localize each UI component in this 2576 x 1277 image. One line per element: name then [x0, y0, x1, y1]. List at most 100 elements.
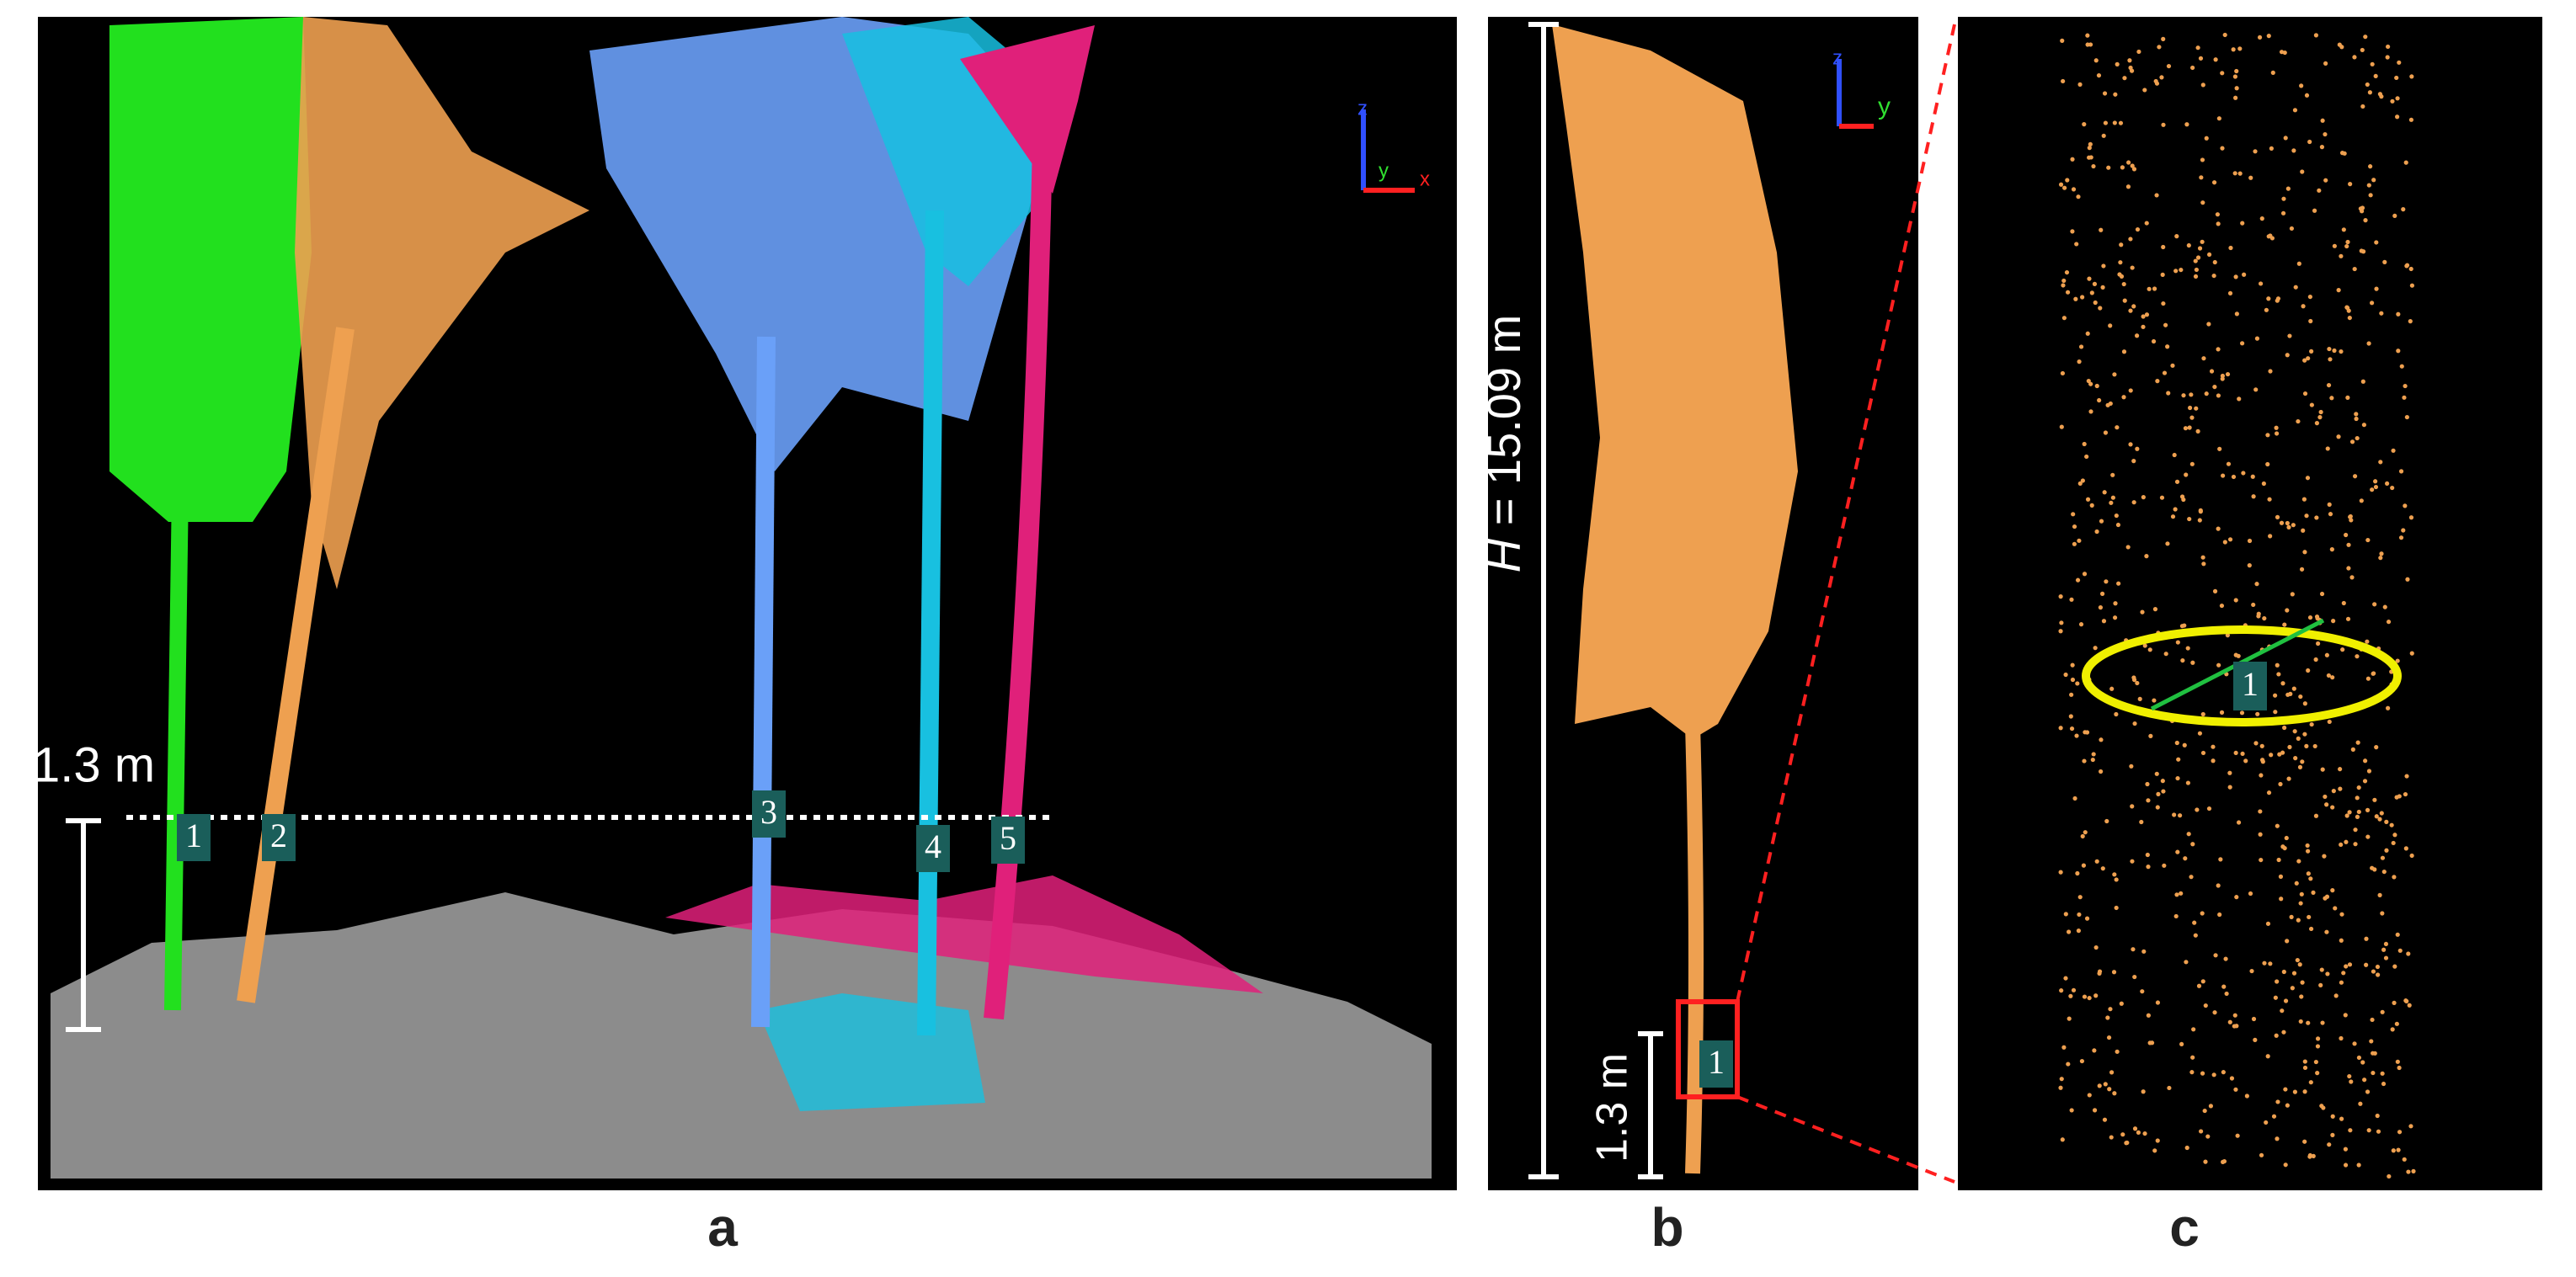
- stem-label-box: [752, 790, 786, 838]
- cyan-stem: [917, 210, 944, 1036]
- point: [2403, 160, 2408, 165]
- point: [2093, 58, 2099, 63]
- point: [2248, 891, 2253, 897]
- point: [2190, 660, 2195, 665]
- point: [2136, 49, 2141, 55]
- point: [2216, 347, 2221, 352]
- point: [2356, 809, 2361, 815]
- point: [2299, 567, 2305, 572]
- point: [2273, 693, 2278, 698]
- point: [2305, 843, 2310, 849]
- point: [2300, 980, 2305, 985]
- point: [2070, 229, 2075, 234]
- point: [2082, 994, 2088, 999]
- point: [2084, 454, 2089, 460]
- point: [2200, 157, 2205, 162]
- point: [2269, 753, 2274, 758]
- point: [2380, 911, 2385, 916]
- point: [2313, 33, 2318, 38]
- point: [2196, 983, 2202, 988]
- point: [2129, 764, 2134, 769]
- point: [2088, 155, 2093, 160]
- point: [2364, 936, 2369, 941]
- point: [2302, 1139, 2307, 1144]
- point: [2392, 213, 2397, 218]
- point: [2384, 819, 2389, 824]
- point: [2302, 1089, 2307, 1094]
- point: [2240, 221, 2245, 226]
- point: [2146, 798, 2151, 803]
- fitted-ellipse: [2082, 625, 2402, 726]
- point: [2110, 472, 2115, 477]
- point: [2208, 1104, 2213, 1109]
- point: [2209, 369, 2215, 374]
- point: [2386, 44, 2391, 50]
- point: [2215, 212, 2221, 217]
- point: [2108, 323, 2113, 328]
- point: [2205, 1134, 2211, 1139]
- point: [2161, 244, 2166, 250]
- point: [2096, 72, 2102, 78]
- point: [2323, 61, 2328, 66]
- point: [2401, 207, 2406, 212]
- point: [2087, 1093, 2092, 1098]
- point: [2330, 888, 2335, 893]
- point: [2302, 732, 2307, 737]
- point: [2167, 1085, 2172, 1091]
- point: [2140, 989, 2145, 994]
- point: [2058, 870, 2063, 875]
- point: [2371, 178, 2376, 183]
- point: [2212, 1010, 2217, 1015]
- stem-label: 1: [1708, 1043, 1725, 1081]
- point: [2356, 1055, 2362, 1061]
- point: [2121, 349, 2127, 354]
- point: [2364, 962, 2369, 967]
- point: [2141, 324, 2146, 329]
- point: [2363, 758, 2368, 764]
- orange-stem: [237, 327, 355, 1003]
- point: [2132, 721, 2137, 726]
- point: [2093, 300, 2098, 306]
- stem-label: 2: [270, 817, 287, 854]
- point: [2339, 912, 2344, 917]
- point: [2060, 370, 2066, 376]
- point: [2394, 1021, 2399, 1026]
- point: [2387, 1173, 2392, 1179]
- point: [2104, 818, 2109, 824]
- point: [2320, 767, 2325, 772]
- point: [2145, 781, 2150, 787]
- point: [2308, 926, 2314, 932]
- point: [2200, 1071, 2205, 1076]
- point: [2290, 986, 2295, 991]
- point: [2220, 146, 2225, 151]
- point: [2392, 833, 2397, 838]
- point: [2059, 424, 2064, 429]
- point: [2304, 93, 2310, 98]
- axis-letter: z: [1357, 97, 1368, 120]
- point: [2063, 976, 2068, 981]
- point: [2122, 298, 2127, 303]
- point: [2324, 652, 2329, 657]
- point: [2292, 729, 2297, 734]
- point: [2411, 1168, 2416, 1173]
- point: [2216, 883, 2221, 888]
- point: [2174, 234, 2179, 239]
- point: [2384, 848, 2389, 853]
- point: [2315, 1071, 2320, 1076]
- point: [2324, 802, 2329, 807]
- point: [2112, 120, 2117, 125]
- point: [2341, 600, 2346, 606]
- point: [2408, 266, 2413, 272]
- point: [2129, 68, 2135, 73]
- point: [2337, 42, 2342, 47]
- point: [2408, 117, 2414, 122]
- point: [2120, 1132, 2125, 1137]
- point: [2076, 928, 2082, 934]
- point: [2085, 497, 2091, 502]
- point: [2130, 804, 2135, 809]
- point: [2144, 312, 2150, 317]
- point: [2311, 890, 2316, 895]
- point: [2228, 245, 2233, 251]
- point: [2345, 395, 2350, 400]
- point: [2092, 1048, 2097, 1053]
